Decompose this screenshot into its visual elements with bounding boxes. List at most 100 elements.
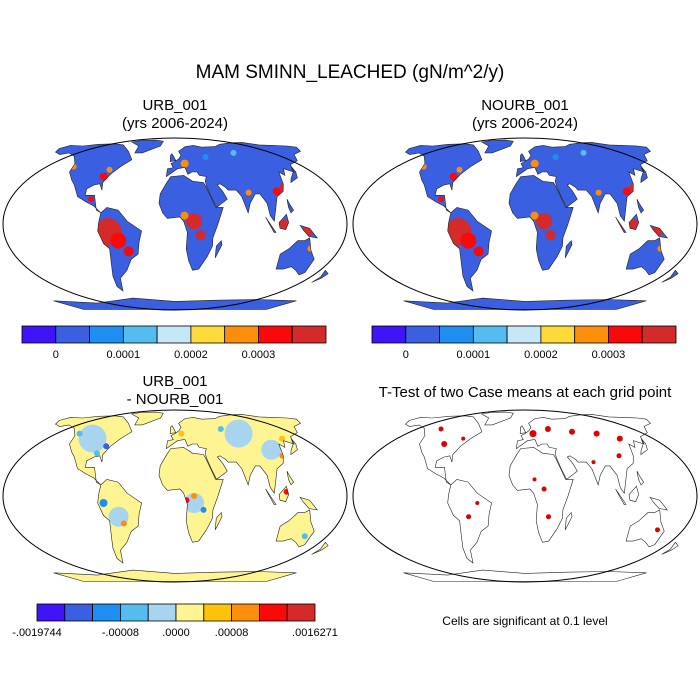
data-cell: [106, 166, 113, 173]
coastline-new-guinea: [299, 496, 319, 511]
land-british-isles: [520, 153, 526, 162]
data-cell: [441, 441, 448, 447]
colorbar-swatch: [92, 603, 121, 622]
diff-panel-title: URB_001 - NOURB_001: [75, 373, 275, 409]
land-new-zealand: [661, 270, 679, 283]
land-british-isles: [520, 425, 526, 434]
data-cell: [217, 426, 224, 432]
coastline-eurasia: [165, 142, 302, 223]
colorbar-swatch: [64, 603, 94, 622]
colorbar-swatch: [472, 325, 508, 344]
coastline-indochina-isl: [286, 471, 294, 486]
land-borneo: [629, 486, 639, 502]
land-australia: [626, 509, 665, 547]
nourb-title-line1: NOURB_001: [481, 97, 569, 114]
coastline-british-isles: [169, 425, 177, 434]
land-north-america: [405, 415, 482, 485]
coastline-borneo: [628, 485, 640, 502]
colorbar-swatch: [574, 325, 609, 344]
coastline-greenland: [480, 411, 514, 426]
coastline-borneo: [278, 213, 290, 230]
colorbar-tick-label: .0016271: [292, 627, 338, 639]
diff-map: [2, 409, 348, 583]
land-greenland: [131, 412, 164, 425]
data-cell: [103, 443, 110, 450]
coastline-australia: [625, 509, 665, 548]
data-cell: [224, 419, 253, 448]
coastline-africa: [508, 447, 574, 543]
coastline-japan: [640, 438, 648, 456]
colorbar-swatch: [147, 603, 177, 622]
land-australia: [276, 237, 315, 275]
colorbar-swatch: [607, 325, 643, 344]
data-cell: [180, 159, 189, 168]
data-cell: [655, 527, 660, 533]
land-north-america: [55, 143, 132, 213]
land-north-america: [405, 143, 482, 213]
land-greenland: [481, 412, 514, 425]
data-cell: [545, 230, 556, 241]
land-africa: [509, 447, 574, 543]
significance-note: Cells are significant at 0.1 level: [442, 614, 608, 628]
data-cell: [552, 154, 559, 160]
globe-outline: [2, 137, 348, 311]
coastline-sumatra: [615, 488, 627, 505]
data-cell: [178, 430, 185, 437]
coastline-north-america: [405, 415, 483, 486]
colorbar-tick-label: .00008: [215, 627, 249, 639]
data-cell: [593, 430, 600, 437]
coastline-sumatra: [265, 216, 277, 233]
coastline-australia: [625, 237, 665, 276]
data-cell: [99, 499, 108, 507]
colorbar-swatch: [175, 603, 205, 622]
coastline-indochina-isl: [636, 199, 644, 214]
figure-title: MAM SMINN_LEACHED (gN/m^2/y): [195, 62, 505, 83]
coastline-new-zealand: [661, 269, 679, 283]
colorbar-swatch: [21, 325, 57, 344]
data-cell: [529, 430, 537, 438]
data-cell: [191, 493, 198, 499]
land-madagascar: [215, 512, 222, 530]
colorbar-swatch: [120, 603, 149, 622]
land-japan: [290, 166, 298, 183]
data-cell: [460, 232, 477, 249]
land-eurasia: [166, 142, 301, 222]
data-cell: [530, 159, 539, 168]
coastline-greenland: [130, 411, 164, 426]
colorbar-tick-label: 0.0002: [524, 349, 558, 361]
coastline-greenland: [130, 139, 164, 154]
colorbar-swatch: [291, 325, 327, 344]
diff-colorbar: -.0019744 -.00008 .0000 .00008 .0016271: [12, 603, 338, 639]
colorbar-tick-label: -.00008: [102, 627, 139, 639]
data-cell: [245, 189, 252, 196]
colorbar-tick-label: 0.0001: [106, 349, 140, 361]
data-cell: [569, 428, 575, 435]
data-cell: [186, 213, 203, 230]
land-japan: [290, 438, 298, 455]
coastline-eurasia: [515, 142, 652, 223]
colorbar-swatch: [439, 325, 474, 344]
colorbar-swatch: [89, 325, 124, 344]
land-madagascar: [565, 512, 572, 530]
data-cell: [466, 514, 472, 520]
coastline-africa: [508, 175, 574, 271]
data-cell: [449, 172, 458, 181]
land-british-isles: [170, 425, 176, 434]
data-cell: [532, 477, 537, 482]
coastline-north-america: [405, 143, 483, 214]
data-cell: [473, 246, 484, 257]
diff-title-line1: URB_001: [142, 373, 208, 390]
land-greenland: [131, 140, 164, 153]
data-cell: [456, 166, 463, 173]
data-cell: [541, 486, 547, 492]
coastline-africa: [158, 175, 224, 271]
coastline-british-isles: [169, 153, 177, 162]
coastline-north-america: [55, 143, 133, 214]
data-cell: [461, 436, 466, 441]
colorbar-swatch: [405, 325, 440, 344]
colorbar-tick-label: 0.0002: [174, 349, 208, 361]
coastline-eurasia: [165, 414, 302, 495]
land-japan: [640, 166, 648, 183]
colorbar-tick-label: 0.0001: [456, 349, 490, 361]
nourb-colorbar: 0 0.0001 0.0002 0.0003: [371, 325, 677, 361]
